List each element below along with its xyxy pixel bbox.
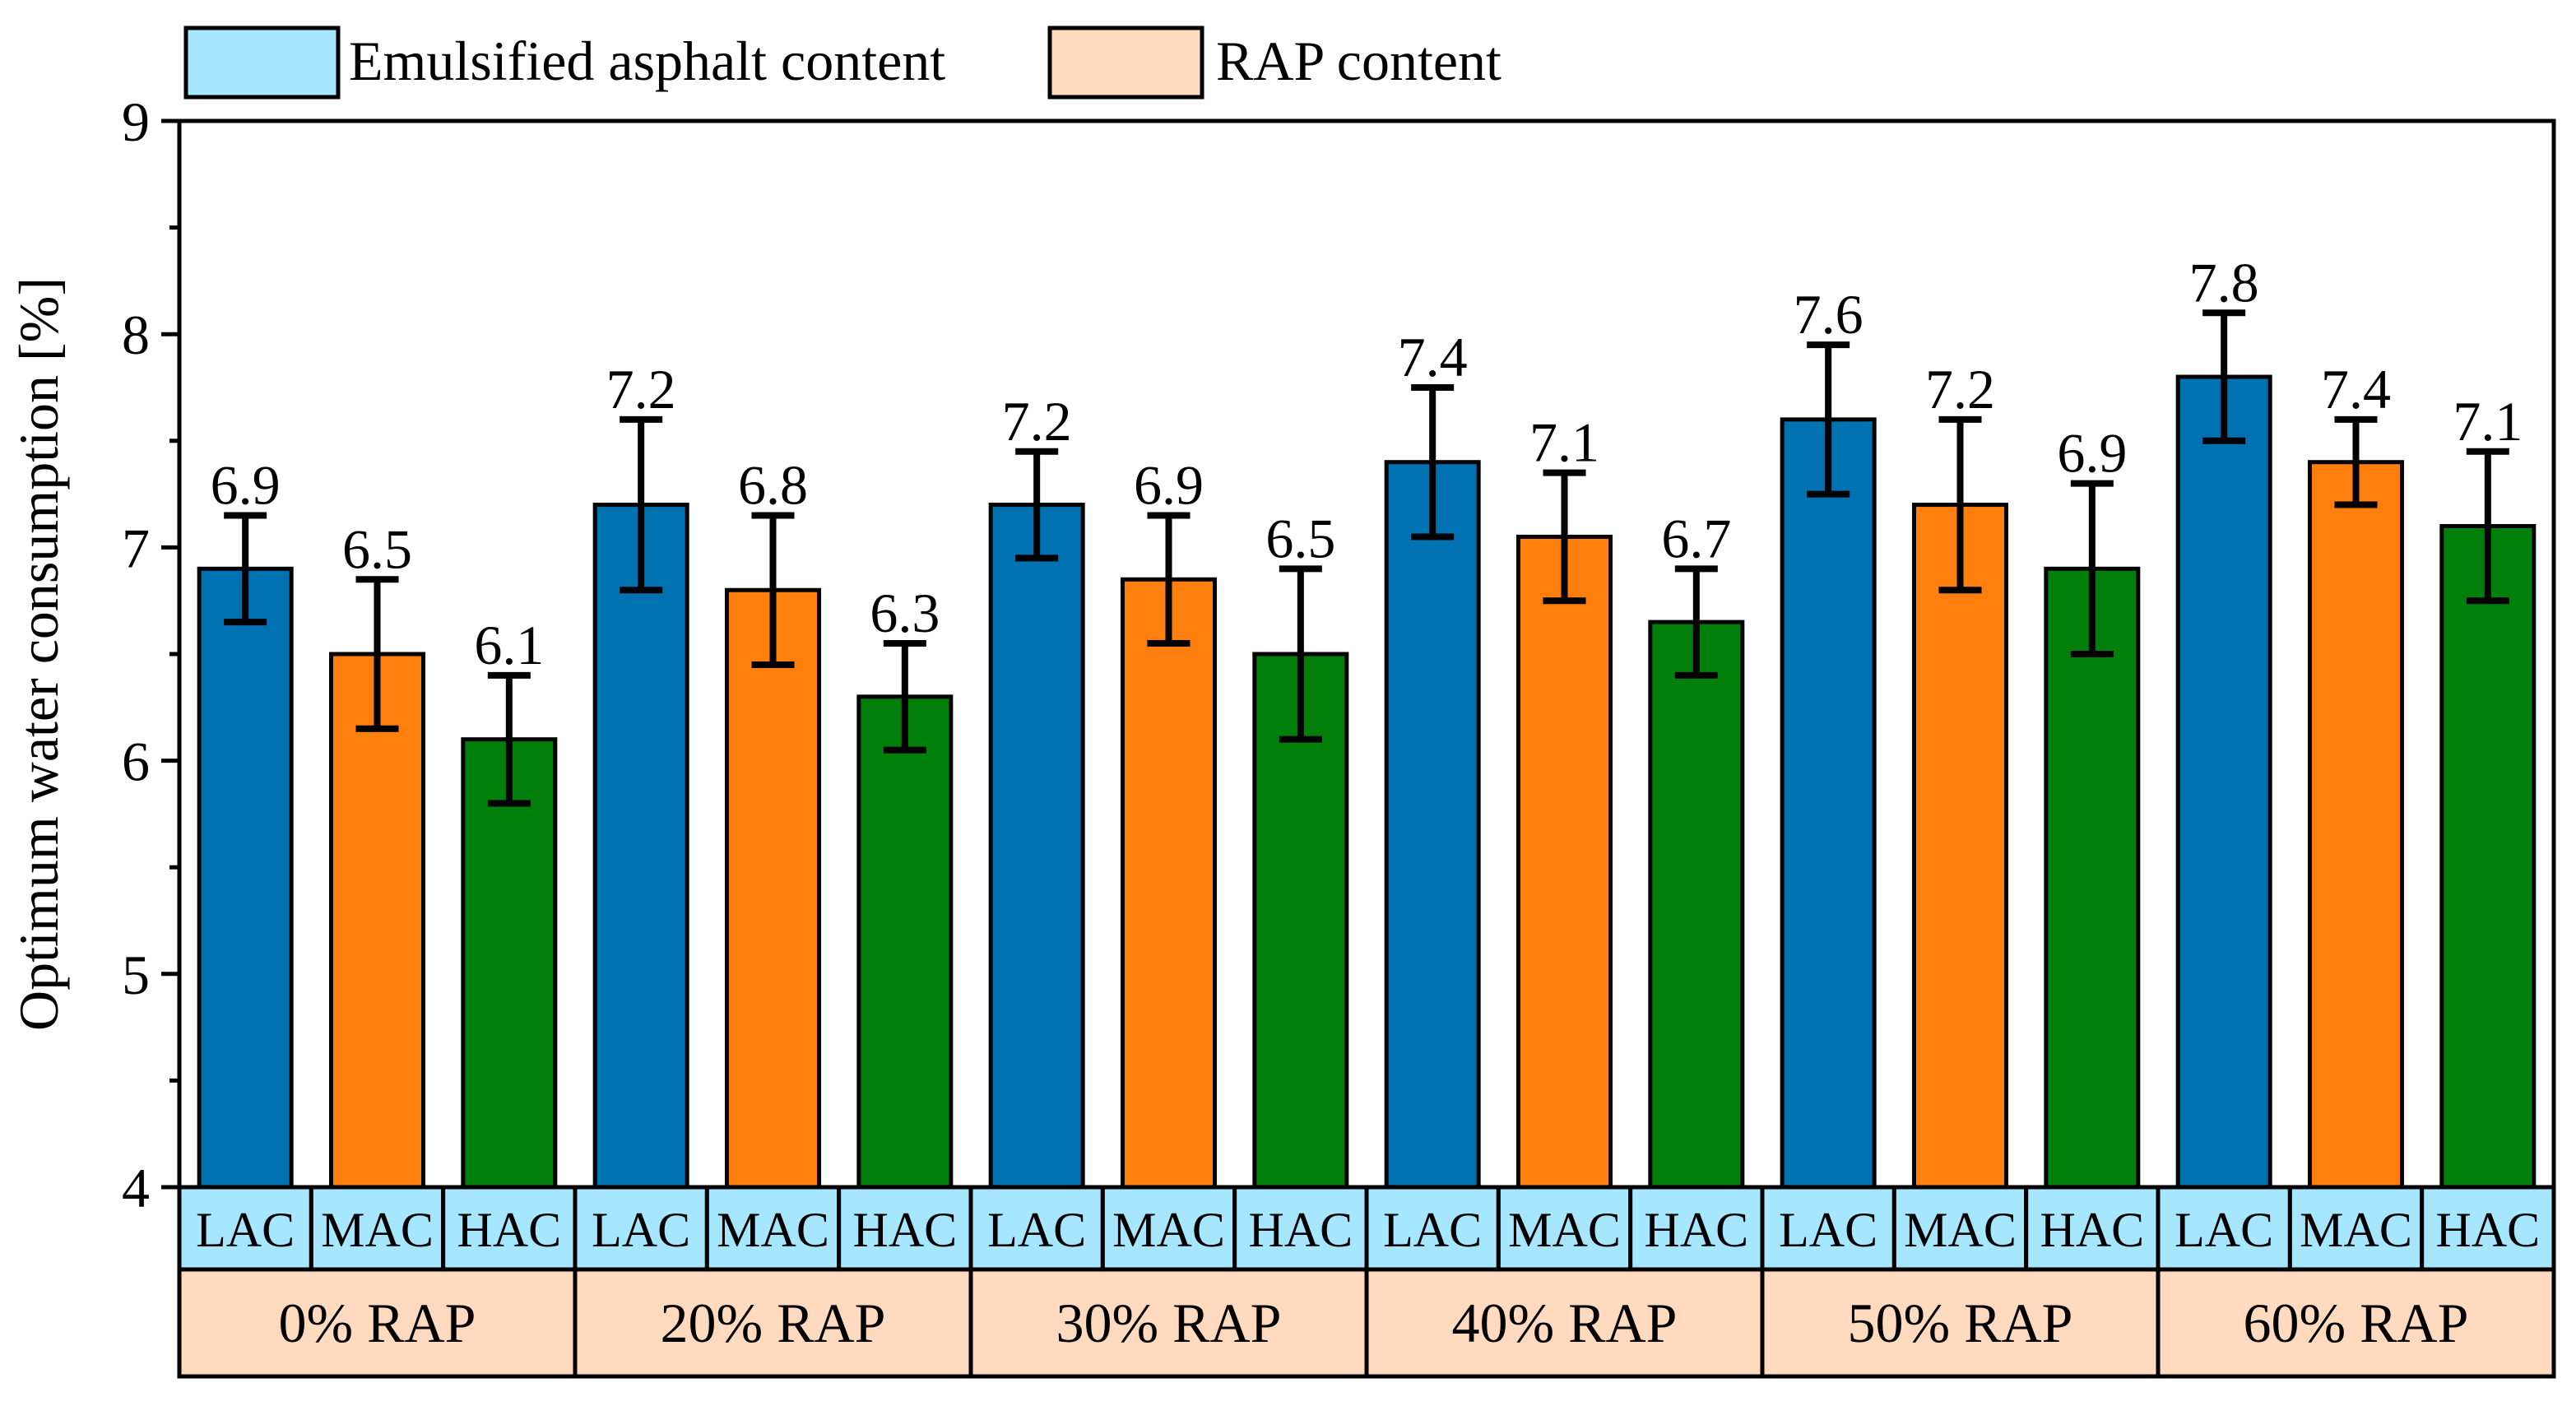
legend-label-rap-content: RAP content	[1216, 30, 1502, 92]
y-tick-label: 6	[122, 731, 150, 793]
data-label: 7.2	[606, 358, 676, 420]
subcategory-label: LAC	[1383, 1203, 1482, 1257]
y-axis-label: Optimum water consumption [%]	[7, 277, 70, 1031]
data-label: 6.9	[211, 454, 281, 517]
group-label: 20% RAP	[661, 1292, 886, 1354]
subcategory-label: HAC	[1248, 1203, 1353, 1257]
subcategory-cell	[177, 1185, 313, 1272]
bar-20RAP-hac	[856, 694, 954, 1190]
data-label: 6.7	[1661, 507, 1731, 569]
group-label: 50% RAP	[1848, 1292, 2073, 1354]
subcategory-cell	[968, 1185, 1105, 1272]
y-tick-label: 8	[122, 304, 150, 366]
subcategory-cell	[1100, 1185, 1237, 1272]
subcategory-cell	[837, 1185, 973, 1272]
subcategory-label: MAC	[2300, 1203, 2412, 1257]
y-tick-label: 5	[122, 944, 150, 1006]
bar-20RAP-mac	[725, 587, 821, 1190]
bar-0RAP-mac	[329, 652, 425, 1190]
bar-40RAP-lac	[1384, 460, 1481, 1190]
bar-60RAP-mac	[2308, 460, 2404, 1190]
legend-label-emulsified-asphalt: Emulsified asphalt content	[349, 30, 945, 92]
subcategory-label: HAC	[852, 1203, 957, 1257]
y-tick-label: 7	[122, 517, 150, 579]
data-label: 6.9	[2057, 422, 2127, 485]
data-label: 6.9	[1134, 454, 1204, 517]
group-cell	[1364, 1267, 1765, 1379]
bar-40RAP-hac	[1648, 619, 1745, 1190]
subcategory-label: MAC	[1904, 1203, 2017, 1257]
group-cell	[2156, 1267, 2556, 1379]
subcategory-label: HAC	[1644, 1203, 1748, 1257]
bar-50RAP-mac	[1912, 503, 2008, 1190]
bar-50RAP-hac	[2044, 566, 2141, 1190]
subcategory-label: LAC	[1779, 1203, 1877, 1257]
data-label: 6.8	[738, 454, 808, 517]
data-label: 7.8	[2189, 251, 2259, 313]
data-label: 6.3	[870, 582, 940, 644]
bar-40RAP-mac	[1516, 534, 1613, 1190]
group-label: 30% RAP	[1056, 1292, 1282, 1354]
axes: 4 5 6 7 8 9	[122, 90, 2556, 1219]
bar-0RAP-lac	[197, 566, 294, 1190]
data-label: 7.4	[2321, 358, 2391, 420]
bars: 6.9 6.5 6.1 7.2 6.8 6.3 7.2 6.9 6.5 7.4 7.1 6.7 7.6 7…	[197, 251, 2537, 1190]
data-label: 7.2	[1925, 358, 1995, 420]
subcategory-label: HAC	[457, 1203, 561, 1257]
data-label: 6.1	[474, 614, 544, 676]
category-rows: LAC MAC HAC 0% RAP LAC MAC HAC 20% RAP LAC MAC HAC…	[177, 1185, 2556, 1379]
bar-30RAP-lac	[988, 503, 1085, 1190]
subcategory-label: MAC	[1508, 1203, 1621, 1257]
subcategory-label: LAC	[2175, 1203, 2273, 1257]
subcategory-label: LAC	[987, 1203, 1086, 1257]
y-tick-label: 9	[122, 90, 150, 153]
legend: Emulsified asphalt content RAP content	[183, 26, 1502, 100]
subcategory-label: LAC	[196, 1203, 295, 1257]
subcategory-cell	[2024, 1185, 2161, 1272]
subcategory-cell	[1760, 1185, 1896, 1272]
data-label: 6.5	[1265, 507, 1335, 569]
group-label: 60% RAP	[2244, 1292, 2469, 1354]
data-label: 7.1	[2453, 390, 2523, 452]
bar-50RAP-lac	[1780, 417, 1877, 1190]
bar-30RAP-mac	[1121, 577, 1217, 1190]
bar-30RAP-hac	[1252, 652, 1349, 1190]
group-label: 0% RAP	[279, 1292, 476, 1354]
subcategory-cell	[2420, 1185, 2556, 1272]
data-label: 6.5	[342, 517, 412, 580]
legend-swatch-rap-content	[1047, 26, 1204, 100]
subcategory-label: MAC	[321, 1203, 434, 1257]
y-tick-label: 4	[122, 1157, 150, 1219]
group-cell	[968, 1267, 1369, 1379]
subcategory-label: MAC	[717, 1203, 829, 1257]
data-label: 7.6	[1794, 283, 1864, 346]
subcategory-cell	[441, 1185, 578, 1272]
bar-60RAP-lac	[2175, 374, 2272, 1190]
data-label: 7.4	[1398, 326, 1468, 388]
group-cell	[573, 1267, 973, 1379]
subcategory-label: HAC	[2040, 1203, 2144, 1257]
data-label: 7.2	[1002, 390, 1072, 452]
subcategory-label: HAC	[2435, 1203, 2540, 1257]
group-label: 40% RAP	[1452, 1292, 1678, 1354]
subcategory-label: MAC	[1112, 1203, 1225, 1257]
bar-20RAP-lac	[592, 503, 689, 1190]
bar-60RAP-hac	[2439, 523, 2537, 1190]
data-label: 7.1	[1529, 411, 1599, 474]
subcategory-label: LAC	[592, 1203, 690, 1257]
legend-swatch-emulsified-asphalt	[183, 26, 341, 100]
